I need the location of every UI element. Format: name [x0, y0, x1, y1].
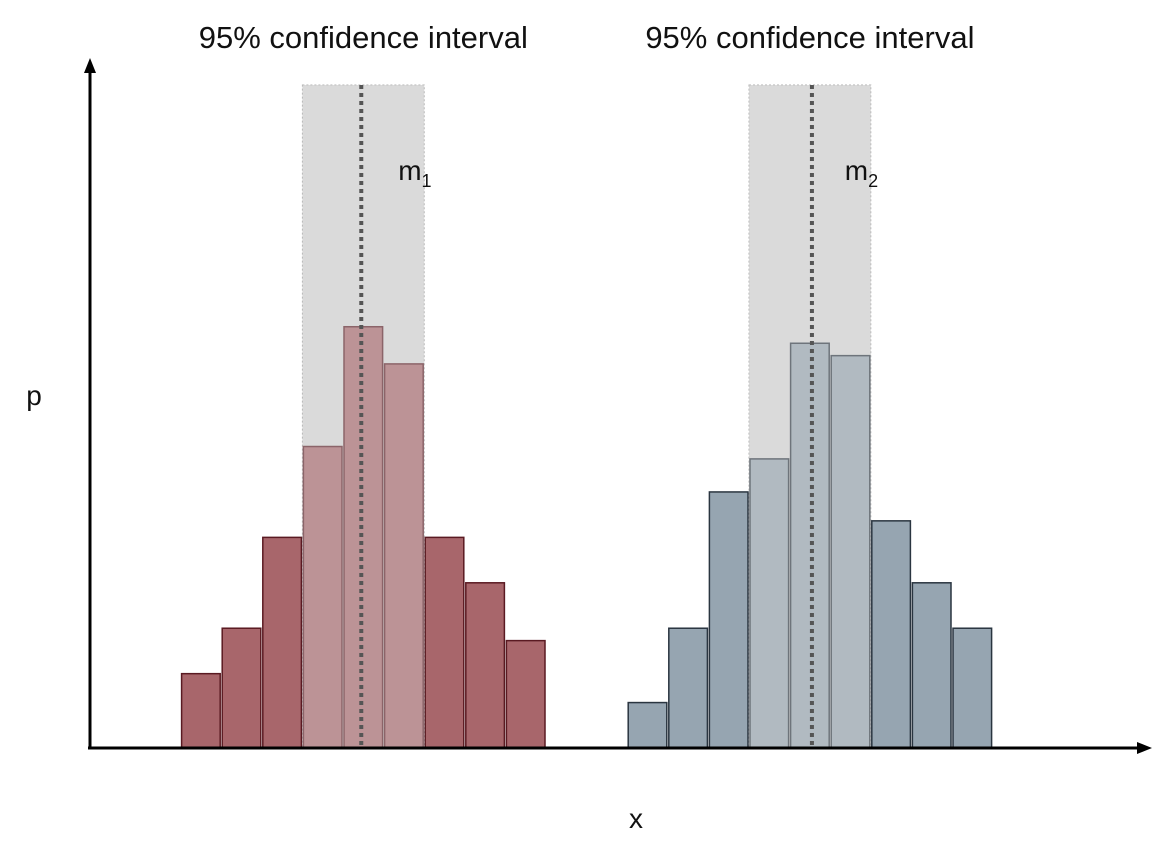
histogram-bar-1-8: [465, 582, 506, 749]
histogram-bar-2-3: [708, 491, 749, 749]
annotation-labels-layer: 95% confidence interval m1 95% confidence …: [199, 20, 975, 191]
histogram-bar-1-1: [180, 672, 221, 749]
mean-lines-layer: [302, 85, 871, 748]
x-axis-arrowhead: [1137, 742, 1152, 754]
confidence-interval-overlay-2: [749, 85, 871, 748]
ci-title-1: 95% confidence interval: [199, 20, 528, 55]
histogram-bar-2-7: [871, 520, 912, 749]
histogram-bar-1-3: [262, 536, 303, 749]
histogram-bar-1-4: [302, 445, 343, 749]
ci-title-2: 95% confidence interval: [645, 20, 974, 55]
histogram-bar-2-8: [911, 582, 952, 749]
histogram-bar-1-9: [505, 639, 546, 749]
x-axis-label: x: [629, 803, 643, 834]
y-axis-label: p: [26, 380, 42, 411]
histogram-bar-2-1: [627, 701, 668, 749]
histogram-bars-layer: [180, 325, 993, 749]
mean-label-1: m1: [398, 155, 431, 191]
confidence-interval-overlay-1: [302, 85, 425, 748]
mean-label-2: m2: [845, 155, 878, 191]
axes: [84, 58, 1152, 754]
histogram-bar-2-5: [789, 342, 830, 749]
histogram-bar-1-6: [383, 363, 424, 749]
y-axis-arrowhead: [84, 58, 96, 73]
histogram-bar-1-7: [424, 536, 465, 749]
histogram-bar-2-9: [952, 627, 993, 749]
histogram-bar-1-2: [221, 627, 262, 749]
histogram-bar-2-6: [830, 354, 871, 749]
histogram-bar-1-5: [343, 325, 384, 749]
histogram-bar-2-2: [668, 627, 709, 749]
